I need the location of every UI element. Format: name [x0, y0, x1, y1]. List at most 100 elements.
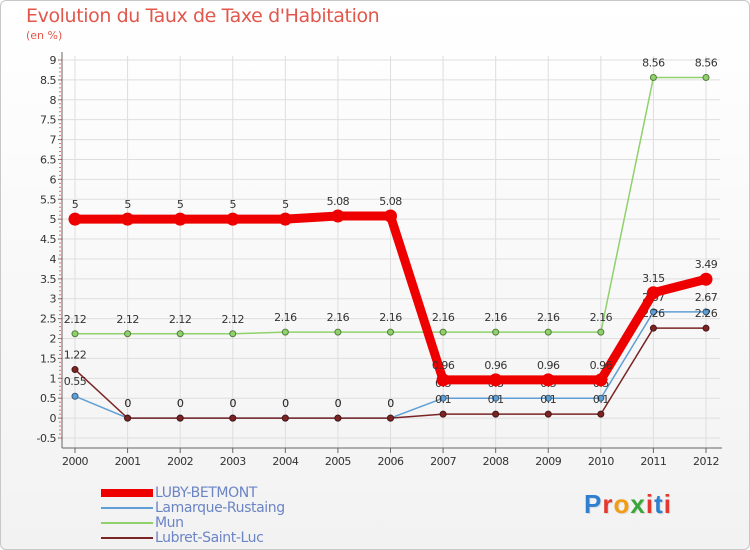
data-label-luby-betmont: 0.96: [484, 359, 507, 372]
data-label-mun: 8.56: [642, 57, 665, 70]
data-label-luby-betmont: 0.96: [432, 359, 455, 372]
data-point-lamarque-rustaing: [71, 392, 79, 400]
data-label-mun: 2.16: [327, 311, 350, 324]
data-point-lubret-saint-luc: [439, 410, 447, 418]
data-label-lubret-saint-luc: 0: [124, 397, 131, 410]
data-point-mun: [229, 330, 237, 338]
logo-letter: o: [613, 489, 631, 519]
data-label-mun: 2.16: [484, 311, 507, 324]
data-label-luby-betmont: 5: [177, 198, 184, 211]
data-label-lamarque-rustaing: 2.67: [695, 291, 718, 304]
data-label-lamarque-rustaing: 0.55: [64, 375, 87, 388]
data-point-luby-betmont: [68, 212, 82, 226]
y-tick-label: 7.5: [40, 114, 56, 127]
data-point-lamarque-rustaing: [544, 394, 552, 402]
y-tick-label: 6: [50, 173, 57, 186]
legend-item: LUBY-BETMONT: [101, 485, 257, 501]
data-point-lubret-saint-luc: [334, 414, 342, 422]
data-label-mun: 2.12: [169, 313, 192, 326]
logo-letter: r: [602, 489, 614, 519]
x-tick-label: 2007: [430, 455, 456, 468]
data-label-lubret-saint-luc: 2.26: [642, 307, 665, 320]
legend-item: Lubret-Saint-Luc: [101, 530, 264, 546]
data-label-lamarque-rustaing: 0: [124, 397, 131, 410]
data-label-luby-betmont: 5.08: [327, 195, 350, 208]
data-point-luby-betmont: [384, 209, 397, 223]
data-point-luby-betmont: [541, 373, 555, 387]
legend-item: Lamarque-Rustaing: [101, 500, 285, 516]
data-label-lubret-saint-luc: 0.1: [488, 393, 504, 406]
x-tick-label: 2010: [588, 455, 614, 468]
data-point-luby-betmont: [646, 286, 660, 300]
y-tick-label: 7: [50, 134, 57, 147]
legend-label: LUBY-BETMONT: [155, 485, 257, 501]
y-tick-label: 0: [50, 412, 57, 425]
y-tick-label: 3.5: [40, 273, 56, 286]
data-point-lubret-saint-luc: [71, 366, 79, 374]
y-tick-label: 1: [50, 372, 57, 385]
data-label-luby-betmont: 3.49: [695, 258, 718, 271]
data-label-lubret-saint-luc: 1.22: [64, 349, 87, 362]
data-point-lamarque-rustaing: [649, 308, 657, 316]
x-tick-label: 2002: [167, 455, 193, 468]
x-tick-label: 2005: [325, 455, 351, 468]
y-tick-label: 4.5: [40, 233, 56, 246]
logo-letter: i: [645, 489, 655, 519]
data-point-luby-betmont: [489, 373, 503, 387]
data-point-luby-betmont: [226, 212, 240, 226]
data-label-luby-betmont: 0.96: [590, 359, 613, 372]
y-tick-label: -0.5: [37, 432, 57, 445]
x-tick-label: 2008: [483, 455, 509, 468]
data-label-lamarque-rustaing: 0: [282, 397, 289, 410]
y-tick-label: 2.5: [40, 313, 56, 326]
data-label-lamarque-rustaing: 0: [177, 397, 184, 410]
logo-letter: x: [630, 489, 646, 519]
data-point-luby-betmont: [173, 212, 187, 226]
data-label-lubret-saint-luc: 0.1: [435, 393, 451, 406]
legend-swatch: [101, 537, 153, 539]
data-label-mun: 8.56: [695, 57, 718, 70]
data-label-luby-betmont: 5: [282, 198, 289, 211]
data-point-lubret-saint-luc: [281, 414, 289, 422]
data-label-lamarque-rustaing: 0: [387, 397, 394, 410]
data-label-mun: 2.16: [379, 311, 402, 324]
legend-label: Lubret-Saint-Luc: [155, 530, 264, 546]
y-tick-label: 5.5: [40, 193, 56, 206]
data-label-luby-betmont: 5.08: [379, 195, 402, 208]
data-point-lubret-saint-luc: [176, 414, 184, 422]
data-point-mun: [176, 330, 184, 338]
y-tick-label: 4: [50, 253, 57, 266]
y-tick-label: 8.5: [40, 74, 56, 87]
data-label-lamarque-rustaing: 0: [230, 397, 237, 410]
y-tick-label: 6.5: [40, 153, 56, 166]
data-point-lamarque-rustaing: [702, 308, 710, 316]
data-label-lubret-saint-luc: 0: [230, 397, 237, 410]
data-point-mun: [387, 328, 394, 336]
y-tick-label: 9: [50, 54, 57, 67]
data-label-mun: 2.16: [537, 311, 560, 324]
legend-label: Mun: [155, 515, 184, 531]
data-label-lubret-saint-luc: 0.1: [593, 393, 609, 406]
y-tick-label: 5: [50, 213, 57, 226]
data-label-luby-betmont: 5: [230, 198, 237, 211]
logo-letter: i: [663, 489, 672, 519]
data-point-mun: [439, 328, 447, 336]
data-label-mun: 2.12: [64, 313, 87, 326]
data-point-lamarque-rustaing: [597, 394, 605, 402]
data-point-lubret-saint-luc: [544, 410, 552, 418]
data-label-mun: 2.12: [222, 313, 245, 326]
data-label-lubret-saint-luc: 0.1: [540, 393, 556, 406]
y-tick-label: 2: [50, 333, 57, 346]
y-tick-label: 8: [50, 94, 57, 107]
data-point-mun: [649, 74, 657, 82]
y-tick-label: 0.5: [40, 392, 56, 405]
x-tick-label: 2004: [272, 455, 298, 468]
y-tick-label: 3: [50, 293, 57, 306]
data-point-luby-betmont: [278, 212, 292, 226]
x-tick-label: 2009: [535, 455, 561, 468]
data-label-luby-betmont: 5: [124, 198, 131, 211]
x-tick-label: 2001: [115, 455, 141, 468]
data-point-lubret-saint-luc: [124, 414, 132, 422]
data-point-luby-betmont: [121, 212, 135, 226]
